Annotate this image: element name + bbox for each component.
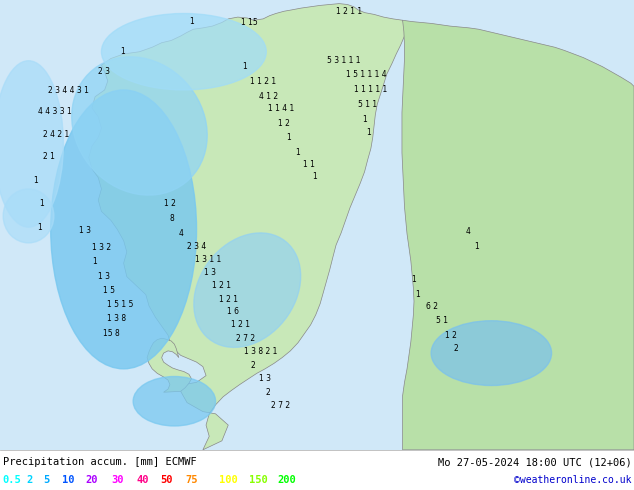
Text: 2 3 4 4 3 1: 2 3 4 4 3 1 <box>48 86 88 96</box>
Polygon shape <box>402 20 634 450</box>
Text: 6 2: 6 2 <box>426 302 438 311</box>
Text: 1 2 1 1: 1 2 1 1 <box>336 7 362 16</box>
Text: 2 3: 2 3 <box>98 68 110 76</box>
Text: 1 2 1: 1 2 1 <box>231 320 250 329</box>
Text: 1: 1 <box>295 147 299 156</box>
Text: 10: 10 <box>62 475 75 485</box>
Text: 1 1 4 1: 1 1 4 1 <box>268 104 294 113</box>
Text: ©weatheronline.co.uk: ©weatheronline.co.uk <box>514 475 631 485</box>
Text: 1 15: 1 15 <box>241 18 257 27</box>
Ellipse shape <box>72 57 207 195</box>
Text: 40: 40 <box>136 475 149 485</box>
Text: 1 2: 1 2 <box>445 331 457 340</box>
Text: 1 3: 1 3 <box>204 268 216 277</box>
Ellipse shape <box>431 321 552 386</box>
Text: 1 3: 1 3 <box>98 272 110 281</box>
Text: 1 3 1 1: 1 3 1 1 <box>195 255 221 265</box>
Text: 2: 2 <box>250 361 255 370</box>
Text: 1: 1 <box>39 199 44 208</box>
Text: 200: 200 <box>278 475 297 485</box>
Text: 1 6: 1 6 <box>227 307 239 316</box>
Text: 1 1 2 1: 1 1 2 1 <box>250 77 276 86</box>
Text: 1: 1 <box>411 275 415 284</box>
Text: 150: 150 <box>249 475 268 485</box>
Text: 1: 1 <box>363 115 367 123</box>
Text: 1 2 1: 1 2 1 <box>219 294 238 304</box>
Text: 75: 75 <box>185 475 198 485</box>
Text: 2 7 2: 2 7 2 <box>271 401 290 410</box>
Polygon shape <box>147 338 191 392</box>
Text: 0.5: 0.5 <box>3 475 22 485</box>
Text: 2 7 2: 2 7 2 <box>236 334 255 343</box>
Text: 1 3 8: 1 3 8 <box>107 314 126 323</box>
Text: 2: 2 <box>265 388 269 397</box>
Text: 1 2: 1 2 <box>164 199 176 208</box>
Text: 1: 1 <box>415 290 420 299</box>
Text: 2: 2 <box>27 475 33 485</box>
Text: Mo 27-05-2024 18:00 UTC (12+06): Mo 27-05-2024 18:00 UTC (12+06) <box>437 457 631 467</box>
Text: 1 3 2: 1 3 2 <box>92 243 111 252</box>
Ellipse shape <box>101 14 266 90</box>
Text: 2 4 2 1: 2 4 2 1 <box>43 130 69 140</box>
Text: 1: 1 <box>189 17 193 26</box>
Ellipse shape <box>0 61 63 227</box>
Text: 5: 5 <box>43 475 49 485</box>
Polygon shape <box>89 3 406 450</box>
Text: 1: 1 <box>242 62 247 71</box>
Text: 1 1 1 1 1: 1 1 1 1 1 <box>354 85 387 94</box>
Text: 1 5 1 5: 1 5 1 5 <box>107 300 133 310</box>
Text: 1: 1 <box>312 172 316 181</box>
Text: Precipitation accum. [mm] ECMWF: Precipitation accum. [mm] ECMWF <box>3 457 197 467</box>
Text: 30: 30 <box>111 475 124 485</box>
Text: 1 3: 1 3 <box>259 374 271 383</box>
Ellipse shape <box>133 376 216 426</box>
Text: 4: 4 <box>179 228 184 238</box>
Text: 2: 2 <box>453 344 458 353</box>
Text: 15 8: 15 8 <box>103 329 119 338</box>
Text: 4 4 3 3 1: 4 4 3 3 1 <box>38 107 72 116</box>
Text: 1: 1 <box>92 257 96 266</box>
Text: 1 5: 1 5 <box>103 286 115 294</box>
Text: 4 1 2: 4 1 2 <box>259 92 278 101</box>
Text: 8: 8 <box>170 214 174 222</box>
Text: 1 1: 1 1 <box>303 160 315 169</box>
Text: 1: 1 <box>33 176 37 185</box>
Text: 5 1 1: 5 1 1 <box>358 100 377 109</box>
Text: 1: 1 <box>120 47 125 56</box>
Text: 1: 1 <box>287 133 291 142</box>
Text: 1 5 1 1 1 4: 1 5 1 1 1 4 <box>346 70 386 79</box>
Ellipse shape <box>194 233 301 347</box>
Text: 20: 20 <box>86 475 98 485</box>
Text: 1: 1 <box>366 128 371 137</box>
Text: 50: 50 <box>160 475 172 485</box>
Text: 1 3 8 2 1: 1 3 8 2 1 <box>244 347 278 356</box>
Text: 5 1: 5 1 <box>436 316 448 325</box>
Ellipse shape <box>3 189 54 243</box>
Text: 100: 100 <box>219 475 238 485</box>
Ellipse shape <box>51 90 197 369</box>
Text: 1 3: 1 3 <box>79 226 91 235</box>
Text: 1: 1 <box>37 222 41 232</box>
Text: 2 1: 2 1 <box>43 152 55 161</box>
Text: 1 2 1: 1 2 1 <box>212 281 231 290</box>
Text: 5 3 1 1 1: 5 3 1 1 1 <box>327 56 360 65</box>
Text: 2 3 4: 2 3 4 <box>187 242 206 251</box>
Text: 1 2: 1 2 <box>278 119 290 128</box>
Text: 4: 4 <box>466 227 471 236</box>
Text: 1: 1 <box>474 242 479 251</box>
